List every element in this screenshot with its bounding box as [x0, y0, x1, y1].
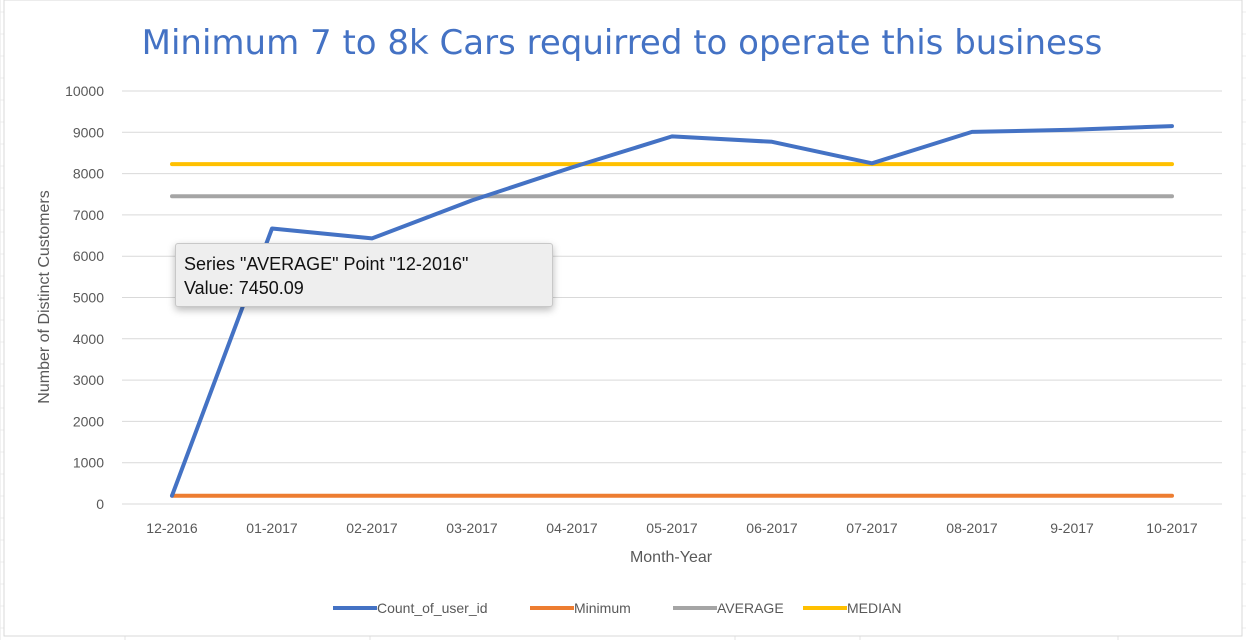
x-tick-label: 05-2017 [646, 520, 698, 536]
x-tick-label: 02-2017 [346, 520, 398, 536]
x-tick-label: 04-2017 [546, 520, 598, 536]
legend-label: AVERAGE [717, 600, 784, 616]
x-tick-label: 08-2017 [946, 520, 998, 536]
legend-label: Count_of_user_id [377, 600, 488, 616]
y-tick-label: 10000 [65, 83, 104, 99]
y-tick-label: 5000 [73, 290, 104, 306]
x-tick-label: 9-2017 [1050, 520, 1094, 536]
series-line-count-of-user-id[interactable] [170, 124, 1174, 498]
chart-title: Minimum 7 to 8k Cars requirred to operat… [142, 23, 1103, 63]
y-tick-label: 9000 [73, 124, 104, 140]
tooltip-series-line: Series "AVERAGE" Point "12-2016" [184, 254, 469, 274]
tooltip-value-line: Value: 7450.09 [184, 278, 304, 298]
legend-label: MEDIAN [847, 600, 901, 616]
y-tick-label: 4000 [73, 331, 104, 347]
x-axis-label: Month-Year [630, 549, 713, 566]
legend-label: Minimum [574, 600, 631, 616]
y-tick-label: 1000 [73, 455, 104, 471]
y-tick-label: 3000 [73, 372, 104, 388]
x-axis-ticks: 12-2016 01-2017 02-2017 03-2017 04-2017 05-20… [146, 520, 1198, 536]
x-tick-label: 12-2016 [146, 520, 198, 536]
y-tick-label: 2000 [73, 413, 104, 429]
data-point-tooltip: Series "AVERAGE" Point "12-2016" Value: … [175, 243, 553, 307]
chart-area[interactable] [3, 0, 1243, 637]
y-tick-label: 0 [96, 496, 104, 512]
y-axis-label: Number of Distinct Customers [36, 190, 53, 403]
x-tick-label: 07-2017 [846, 520, 898, 536]
legend: Count_of_user_id Minimum AVERAGE MEDIAN [333, 600, 901, 616]
x-tick-label: 03-2017 [446, 520, 498, 536]
y-axis-ticks: 0 1000 2000 3000 4000 5000 6000 7000 8000 9000 100… [65, 83, 104, 512]
x-tick-label: 06-2017 [746, 520, 798, 536]
y-tick-label: 8000 [73, 166, 104, 182]
y-tick-label: 7000 [73, 207, 104, 223]
x-tick-label: 10-2017 [1146, 520, 1198, 536]
y-tick-label: 6000 [73, 248, 104, 264]
x-tick-label: 01-2017 [246, 520, 298, 536]
series-lines[interactable] [170, 124, 1174, 498]
